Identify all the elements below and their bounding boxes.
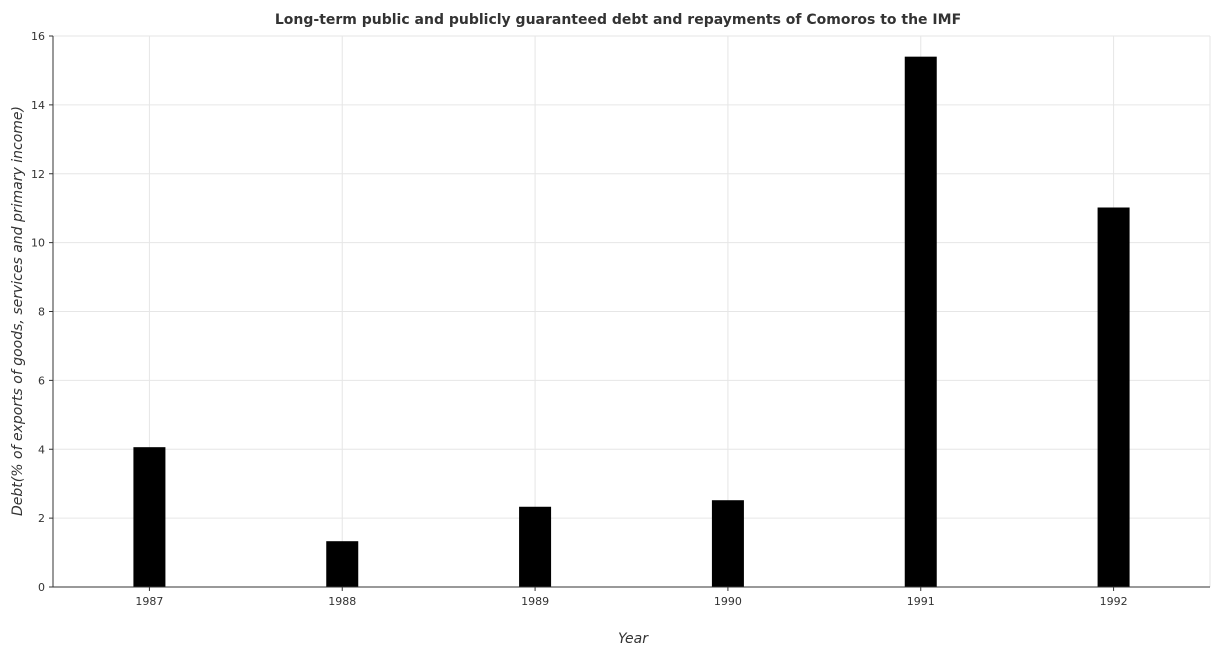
y-tick-label: 10 — [31, 237, 45, 250]
y-tick-label: 14 — [31, 99, 45, 112]
x-tick-label: 1990 — [714, 595, 742, 608]
bar-1989 — [519, 506, 552, 587]
x-tick-label: 1988 — [328, 595, 356, 608]
y-tick-label: 8 — [38, 306, 45, 319]
bar-1990 — [711, 500, 744, 587]
y-tick-label: 6 — [38, 374, 45, 387]
y-tick-label: 12 — [31, 168, 45, 181]
bar-1988 — [326, 541, 359, 587]
y-tick-label: 4 — [38, 443, 45, 456]
bar-1987 — [133, 447, 166, 587]
y-tick-label: 2 — [38, 512, 45, 525]
y-axis-label: Debt(% of exports of goods, services and… — [10, 106, 26, 516]
x-tick-label: 1992 — [1100, 595, 1128, 608]
tick-labels: 0 2 4 6 8 10 12 14 16 1987 1988 1989 1990 1991 1992 — [31, 30, 1128, 608]
x-axis-label: Year — [618, 631, 649, 647]
axes — [49, 35, 1210, 591]
bars — [133, 56, 1130, 588]
gridlines — [53, 35, 1211, 588]
x-tick-label: 1987 — [135, 595, 163, 608]
x-tick-label: 1989 — [521, 595, 549, 608]
y-tick-label: 16 — [31, 30, 45, 43]
bar-1991 — [904, 56, 937, 588]
chart-title: Long-term public and publicly guaranteed… — [275, 12, 961, 28]
y-tick-label: 0 — [38, 581, 45, 594]
bar-1992 — [1097, 207, 1130, 587]
x-tick-label: 1991 — [907, 595, 935, 608]
